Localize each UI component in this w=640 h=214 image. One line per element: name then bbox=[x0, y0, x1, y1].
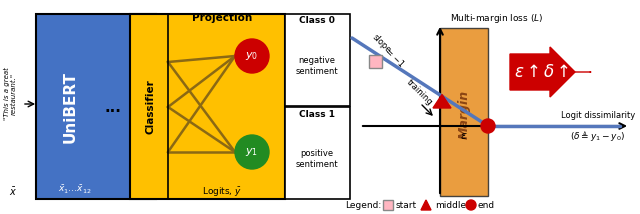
Text: $\bar{x}_1 \ldots \bar{x}_{12}$: $\bar{x}_1 \ldots \bar{x}_{12}$ bbox=[58, 184, 92, 196]
Circle shape bbox=[235, 135, 269, 169]
FancyBboxPatch shape bbox=[440, 28, 488, 196]
Text: Multi-margin loss $(L)$: Multi-margin loss $(L)$ bbox=[450, 12, 543, 24]
Text: $\varepsilon$: $\varepsilon$ bbox=[460, 131, 468, 141]
Polygon shape bbox=[421, 200, 431, 210]
Text: Margin: Margin bbox=[458, 89, 470, 138]
Text: $\bar{x}$: $\bar{x}$ bbox=[9, 186, 17, 198]
Text: start: start bbox=[396, 201, 417, 210]
Text: Classifier: Classifier bbox=[145, 80, 155, 134]
Text: Logits, $\bar{y}$: Logits, $\bar{y}$ bbox=[202, 186, 242, 199]
Text: Projection: Projection bbox=[192, 13, 252, 23]
Text: negative
sentiment: negative sentiment bbox=[296, 56, 339, 76]
Text: Class 1: Class 1 bbox=[299, 110, 335, 119]
Text: $y_1$: $y_1$ bbox=[246, 146, 259, 158]
FancyBboxPatch shape bbox=[285, 107, 350, 199]
FancyBboxPatch shape bbox=[285, 14, 350, 106]
Text: end: end bbox=[478, 201, 495, 210]
Circle shape bbox=[466, 200, 476, 210]
Text: training: training bbox=[405, 77, 435, 107]
Text: = −1: = −1 bbox=[384, 47, 406, 69]
FancyBboxPatch shape bbox=[36, 14, 156, 199]
FancyBboxPatch shape bbox=[130, 14, 285, 199]
Text: Logit dissimilarity: Logit dissimilarity bbox=[561, 110, 635, 119]
FancyBboxPatch shape bbox=[369, 55, 381, 67]
Text: $(\delta \triangleq y_1 - y_0)$: $(\delta \triangleq y_1 - y_0)$ bbox=[570, 129, 625, 143]
Text: positive
sentiment: positive sentiment bbox=[296, 149, 339, 169]
Text: $y_0$: $y_0$ bbox=[245, 50, 259, 62]
Circle shape bbox=[235, 39, 269, 73]
Text: $\varepsilon\uparrow\delta\uparrow$: $\varepsilon\uparrow\delta\uparrow$ bbox=[515, 63, 570, 81]
Polygon shape bbox=[433, 95, 451, 108]
FancyBboxPatch shape bbox=[383, 200, 393, 210]
Text: UniBERT: UniBERT bbox=[63, 71, 77, 143]
Text: "This is a great
restaurant.": "This is a great restaurant." bbox=[3, 68, 17, 120]
Text: middle: middle bbox=[435, 201, 466, 210]
Text: Legend:: Legend: bbox=[345, 201, 381, 210]
Text: ...: ... bbox=[104, 100, 122, 114]
Text: Class 0: Class 0 bbox=[299, 15, 335, 24]
Circle shape bbox=[481, 119, 495, 133]
FancyArrow shape bbox=[510, 47, 575, 97]
Text: slope: slope bbox=[371, 33, 393, 55]
